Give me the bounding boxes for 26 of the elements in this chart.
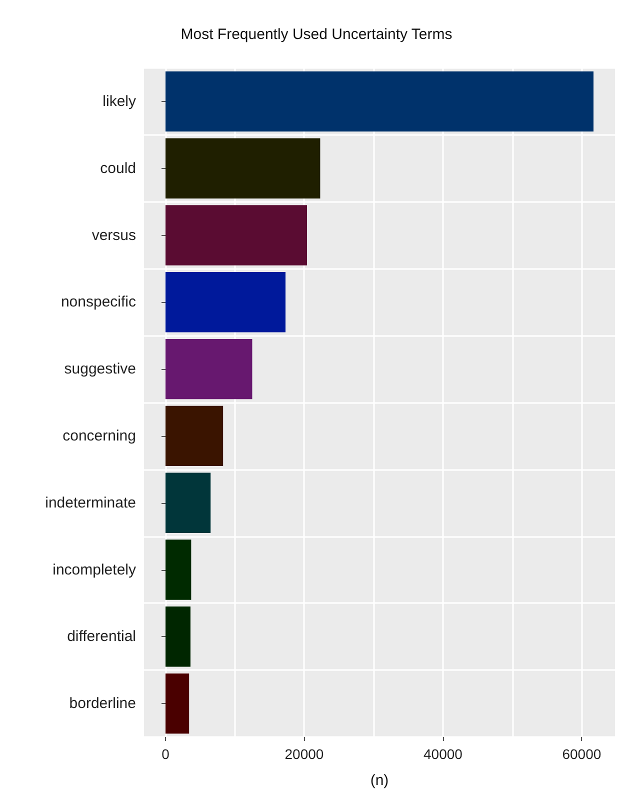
bar <box>166 673 190 734</box>
x-tick-label: 20000 <box>284 746 324 762</box>
y-tick-label: likely <box>102 92 136 110</box>
x-tick-label: 40000 <box>424 746 463 762</box>
bar <box>166 138 320 198</box>
y-tick-label: borderline <box>69 695 136 712</box>
bar <box>166 606 190 667</box>
bar <box>166 406 224 466</box>
chart-title: Most Frequently Used Uncertainty Terms <box>180 26 452 43</box>
y-tick-label: indeterminate <box>45 494 136 512</box>
y-tick-label: nonspecific <box>60 294 136 311</box>
bar <box>166 540 192 600</box>
bar <box>166 205 308 266</box>
x-tick-label: 60000 <box>562 746 602 762</box>
bar <box>166 338 252 400</box>
bar <box>166 71 594 132</box>
bar <box>166 272 286 332</box>
x-axis-title: (n) <box>370 772 389 789</box>
y-tick-label: suggestive <box>64 360 136 378</box>
y-tick-label: differential <box>67 628 136 646</box>
bar <box>166 472 211 533</box>
y-tick-label: could <box>100 160 136 177</box>
y-tick-label: concerning <box>62 427 136 444</box>
y-tick-label: versus <box>92 226 136 244</box>
x-tick-label: 0 <box>162 746 170 762</box>
y-tick-label: incompletely <box>52 561 136 578</box>
